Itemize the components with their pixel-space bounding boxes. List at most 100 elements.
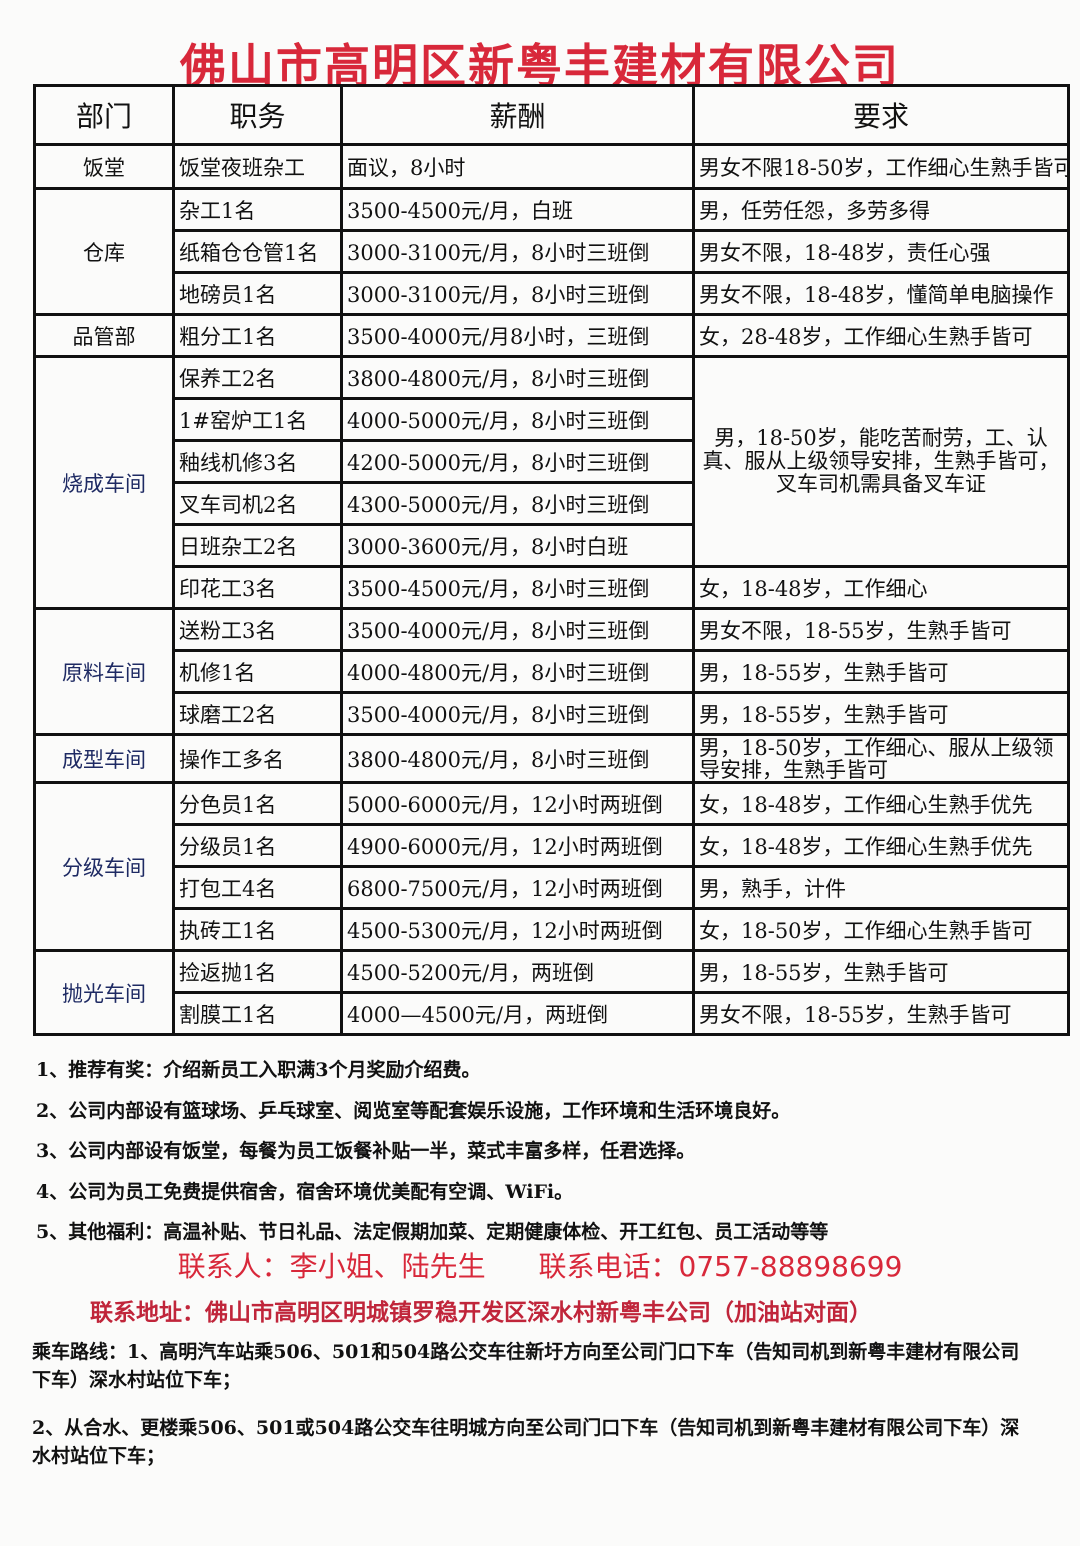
note-item: 1、推荐有奖：介绍新员工入职满3个月奖励介绍费。	[36, 1059, 481, 1081]
header-requirements: 要求	[692, 84, 1070, 146]
table-row: 烧成车间 保养工2名 3800-4800元/月，8小时三班倒 男，18-50岁，能吃苦…	[33, 355, 1070, 610]
department-cell: 成型车间	[33, 733, 175, 784]
position-cell: 分级员1名	[172, 823, 343, 868]
table-row: 割膜工1名 4000—4500元/月，两班倒 男女不限，18-55岁，生熟手皆可	[35, 991, 1070, 1036]
note-item: 3、公司内部设有饭堂，每餐为员工饭餐补贴一半，菜式丰富多样，任君选择。	[36, 1140, 696, 1162]
header-department: 部门	[33, 84, 175, 146]
requirements-cell: 女，18-48岁，工作细心生熟手优先	[692, 823, 1070, 868]
position-cell: 印花工3名	[172, 565, 343, 610]
requirements-cell: 男，任劳任怨，多劳多得	[692, 187, 1070, 232]
position-cell: 机修1名	[172, 649, 343, 694]
position-cell: 日班杂工2名	[172, 523, 343, 568]
table-row: 饭堂 饭堂夜班杂工 面议，8小时 男女不限18-50岁，工作细心生熟手皆可	[33, 143, 1070, 190]
position-cell: 执砖工1名	[172, 907, 343, 952]
department-cell: 原料车间	[33, 607, 175, 736]
requirements-cell: 女，18-48岁，工作细心	[692, 565, 1070, 610]
table-row: 打包工4名 6800-7500元/月，12小时两班倒 男，熟手，计件	[35, 865, 1070, 910]
requirements-cell: 男女不限，18-55岁，生熟手皆可	[692, 991, 1070, 1036]
salary-cell: 5000-6000元/月，12小时两班倒	[340, 781, 695, 826]
position-cell: 操作工多名	[172, 733, 343, 784]
requirements-cell: 男女不限，18-55岁，生熟手皆可	[692, 607, 1070, 652]
salary-cell: 4200-5000元/月，8小时三班倒	[340, 439, 695, 484]
table-row: 分级员1名 4900-6000元/月，12小时两班倒 女，18-48岁，工作细心生熟…	[35, 823, 1070, 868]
company-title: 佛山市高明区新粤丰建材有限公司	[180, 39, 900, 93]
salary-cell: 4000—4500元/月，两班倒	[340, 991, 695, 1036]
salary-cell: 4000-4800元/月，8小时三班倒	[340, 649, 695, 694]
table-row: 日班杂工2名 3000-3600元/月，8小时白班	[35, 523, 1069, 568]
department-cell: 仓库	[33, 187, 175, 316]
salary-cell: 3000-3100元/月，8小时三班倒	[340, 271, 695, 316]
position-cell: 保养工2名	[172, 355, 343, 400]
requirements-cell: 女，28-48岁，工作细心生熟手皆可	[692, 313, 1070, 358]
position-cell: 捡返抛1名	[172, 949, 343, 994]
requirements-cell: 男，18-55岁，生熟手皆可	[692, 949, 1070, 994]
position-cell: 分色员1名	[172, 781, 343, 826]
salary-cell: 4300-5000元/月，8小时三班倒	[340, 481, 695, 526]
table-row: 地磅员1名 3000-3100元/月，8小时三班倒 男女不限，18-48岁，懂简单电…	[35, 271, 1070, 316]
table-row: 印花工3名 3500-4500元/月，8小时三班倒 女，18-48岁，工作细心	[35, 565, 1070, 610]
requirements-cell: 男女不限18-50岁，工作细心生熟手皆可	[692, 143, 1070, 190]
salary-cell: 4000-5000元/月，8小时三班倒	[340, 397, 695, 442]
table-row: 分级车间 分色员1名 5000-6000元/月，12小时两班倒 女，18-48岁，工作…	[33, 781, 1070, 952]
department-cell: 品管部	[33, 313, 175, 358]
salary-cell: 3800-4800元/月，8小时三班倒	[340, 355, 695, 400]
department-cell: 分级车间	[33, 781, 175, 952]
position-cell: 球磨工2名	[172, 691, 343, 736]
contact-phone: 联系电话：0757-88898699	[538, 1250, 903, 1283]
position-cell: 打包工4名	[172, 865, 343, 910]
salary-cell: 3000-3600元/月，8小时白班	[340, 523, 695, 568]
salary-cell: 面议，8小时	[340, 143, 695, 190]
job-table: 部门 职务 薪酬 要求 饭堂 饭堂夜班杂工 面议，8小时 男女不限18-50岁，工作细…	[33, 84, 1070, 1036]
contact-line: 联系人：李小姐、陆先生 联系电话：0757-88898699	[0, 1245, 1080, 1285]
salary-cell: 3500-4500元/月，白班	[340, 187, 695, 232]
table-row: 原料车间 送粉工3名 3500-4000元/月，8小时三班倒 男女不限，18-55岁，…	[33, 607, 1070, 736]
position-cell: 饭堂夜班杂工	[172, 143, 343, 190]
salary-cell: 4500-5300元/月，12小时两班倒	[340, 907, 695, 952]
position-cell: 纸箱仓仓管1名	[172, 229, 343, 274]
salary-cell: 3800-4800元/月，8小时三班倒	[340, 733, 695, 784]
requirements-cell: 男女不限，18-48岁，懂简单电脑操作	[692, 271, 1070, 316]
salary-cell: 4500-5200元/月，两班倒	[340, 949, 695, 994]
salary-cell: 4900-6000元/月，12小时两班倒	[340, 823, 695, 868]
salary-cell: 3500-4500元/月，8小时三班倒	[340, 565, 695, 610]
salary-cell: 6800-7500元/月，12小时两班倒	[340, 865, 695, 910]
requirements-cell: 男，18-50岁，工作细心、服从上级领导安排，生熟手皆可	[692, 733, 1070, 784]
table-row: 成型车间 操作工多名 3800-4800元/月，8小时三班倒 男，18-50岁，工作细…	[33, 733, 1070, 784]
position-cell: 叉车司机2名	[172, 481, 343, 526]
department-cell: 抛光车间	[33, 949, 175, 1036]
requirements-cell: 女，18-50岁，工作细心生熟手皆可	[692, 907, 1070, 952]
department-cell: 烧成车间	[33, 355, 175, 610]
table-row: 叉车司机2名 4300-5000元/月，8小时三班倒	[35, 481, 1069, 526]
department-cell: 饭堂	[33, 143, 175, 190]
note-item: 2、公司内部设有篮球场、乒乓球室、阅览室等配套娱乐设施，工作环境和生活环境良好。	[36, 1099, 791, 1122]
table-row: 仓库 杂工1名 3500-4500元/月，白班 男，任劳任怨，多劳多得	[33, 187, 1070, 316]
requirements-cell: 男，18-55岁，生熟手皆可	[692, 649, 1070, 694]
salary-cell: 3500-4000元/月8小时，三班倒	[340, 313, 695, 358]
requirements-cell: 女，18-48岁，工作细心生熟手优先	[692, 781, 1070, 826]
contact-people: 联系人：李小姐、陆先生	[177, 1250, 486, 1283]
bus-route-2: 2、从合水、更楼乘506、501或504路公交车往明城方向至公司门口下车（告知司…	[32, 1417, 1020, 1467]
requirements-cell: 男女不限，18-48岁，责任心强	[692, 229, 1070, 274]
contact-address: 联系地址：佛山市高明区明城镇罗稳开发区深水村新粤丰公司（加油站对面）	[90, 1299, 872, 1326]
position-cell: 釉线机修3名	[172, 439, 343, 484]
table-row: 品管部 粗分工1名 3500-4000元/月8小时，三班倒 女，28-48岁，工作细心…	[33, 313, 1070, 358]
position-cell: 地磅员1名	[172, 271, 343, 316]
table-row: 抛光车间 捡返抛1名 4500-5200元/月，两班倒 男，18-55岁，生熟手皆可	[33, 949, 1070, 1036]
benefits-notes: 1、推荐有奖：介绍新员工入职满3个月奖励介绍费。 2、公司内部设有篮球场、乒乓球…	[36, 1050, 828, 1253]
header-position: 职务	[172, 84, 343, 146]
salary-cell: 3500-4000元/月，8小时三班倒	[340, 607, 695, 652]
table-row: 1#窑炉工1名 4000-5000元/月，8小时三班倒	[35, 397, 1069, 442]
table-row: 机修1名 4000-4800元/月，8小时三班倒 男，18-55岁，生熟手皆可	[35, 649, 1070, 694]
salary-cell: 3500-4000元/月，8小时三班倒	[340, 691, 695, 736]
position-cell: 粗分工1名	[172, 313, 343, 358]
position-cell: 杂工1名	[172, 187, 343, 232]
salary-cell: 3000-3100元/月，8小时三班倒	[340, 229, 695, 274]
requirements-cell: 男，熟手，计件	[692, 865, 1070, 910]
note-item: 4、公司为员工免费提供宿舍，宿舍环境优美配有空调、WiFi。	[36, 1180, 574, 1203]
position-cell: 1#窑炉工1名	[172, 397, 343, 442]
position-cell: 送粉工3名	[172, 607, 343, 652]
note-item: 5、其他福利：高温补贴、节日礼品、法定假期加菜、定期健康体检、开工红包、员工活动…	[36, 1221, 829, 1243]
requirements-cell: 男，18-50岁，能吃苦耐劳，工、认真、服从上级领导安排，生熟手皆可，叉车司机需…	[692, 355, 1070, 568]
position-cell: 割膜工1名	[172, 991, 343, 1036]
table-row: 执砖工1名 4500-5300元/月，12小时两班倒 女，18-50岁，工作细心生熟…	[35, 907, 1070, 952]
